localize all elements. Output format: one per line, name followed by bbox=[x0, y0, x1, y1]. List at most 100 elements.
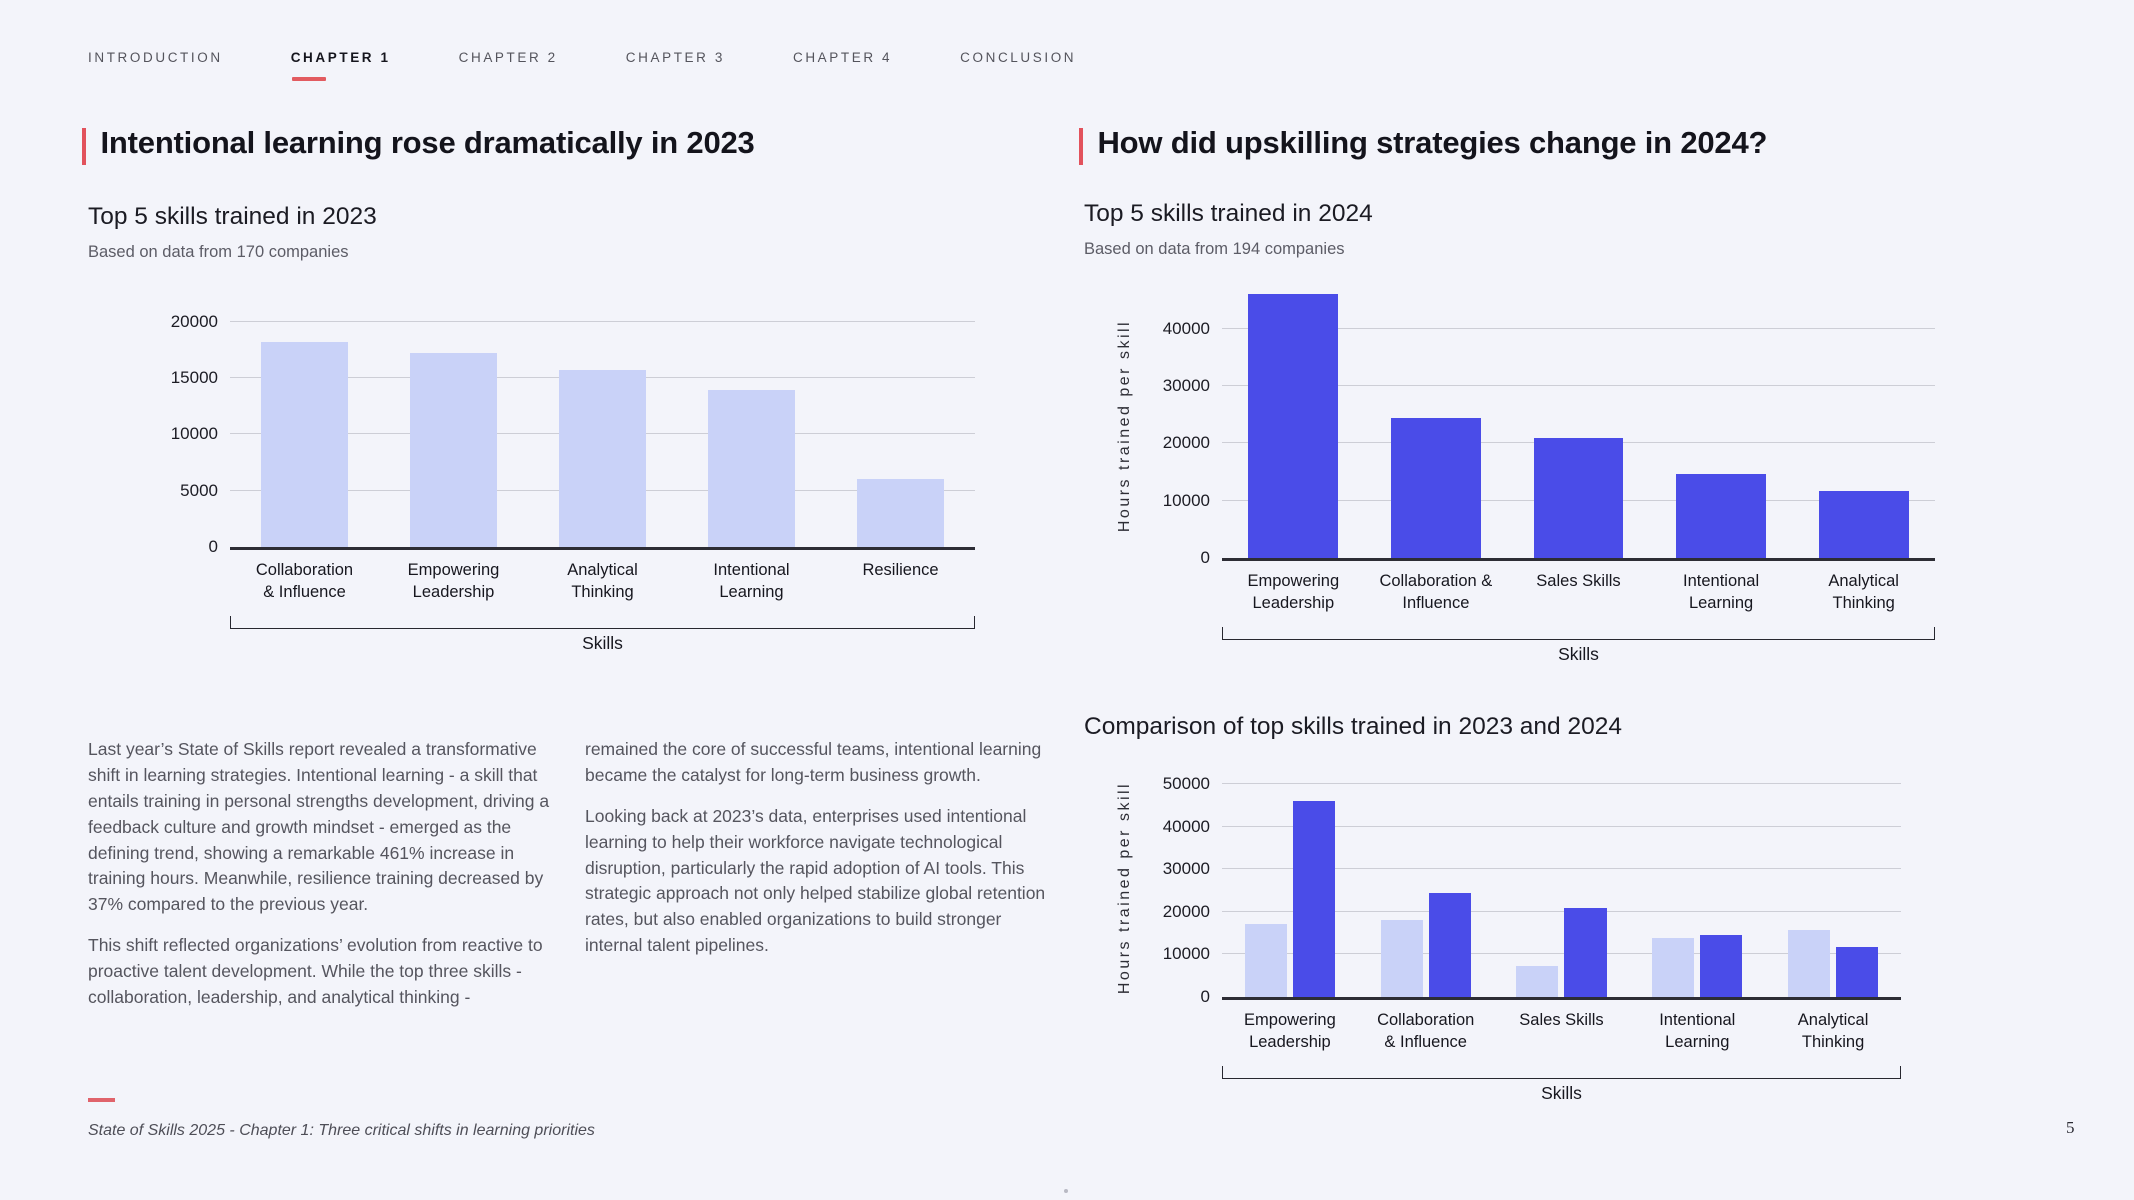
footer-source: State of Skills 2025 - Chapter 1: Three … bbox=[88, 1122, 595, 1139]
nav-item-chapter-2[interactable]: CHAPTER 2 bbox=[458, 50, 558, 65]
x-category-labels: Empowering Leadership Collaboration & Inf… bbox=[1222, 1010, 1901, 1054]
bar-2024-empowering-leadership bbox=[1292, 801, 1335, 997]
bar-group bbox=[1358, 778, 1494, 997]
red-accent-bar bbox=[1079, 128, 1083, 165]
bar-empowering-leadership bbox=[1248, 294, 1339, 558]
bar-2023-empowering-leadership bbox=[1244, 923, 1287, 997]
page-number: 5 bbox=[2066, 1118, 2075, 1137]
bar-group bbox=[1507, 293, 1650, 558]
bar-group bbox=[1765, 778, 1901, 997]
bar-2023-intentional-learning bbox=[1652, 937, 1695, 997]
x-category-label: Analytical Thinking bbox=[1797, 1011, 1869, 1051]
y-tick-label: 50000 bbox=[1162, 774, 1210, 794]
nav-item-chapter-4[interactable]: CHAPTER 4 bbox=[792, 50, 893, 65]
body-text-column-2: remained the core of successful teams, i… bbox=[585, 737, 1055, 974]
red-accent-bar bbox=[82, 128, 86, 165]
chapter-nav: INTRODUCTION CHAPTER 1 CHAPTER 2 CHAPTER… bbox=[88, 50, 1077, 81]
gridline bbox=[1222, 868, 1901, 870]
page-title-left: Intentional learning rose dramatically i… bbox=[100, 125, 755, 160]
x-category-labels: Empowering Leadership Collaboration & Inf… bbox=[1222, 571, 1935, 615]
bar-collaboration-influence bbox=[260, 342, 349, 547]
right-section-heading: How did upskilling strategies change in … bbox=[1079, 125, 2079, 165]
page-title-right: How did upskilling strategies change in … bbox=[1097, 125, 1768, 160]
nav-item-chapter-1[interactable]: CHAPTER 1 bbox=[291, 50, 391, 81]
bar-2024-analytical-thinking bbox=[1836, 947, 1879, 997]
x-category-labels: Collaboration & Influence Empowering Lead… bbox=[230, 560, 975, 604]
x-category-label: Analytical Thinking bbox=[1828, 572, 1899, 612]
bar-chart-2023: 0 5000 10000 15000 20000 Collaboration & Inf… bbox=[171, 312, 975, 654]
paragraph: Looking back at 2023’s data, enterprises… bbox=[585, 805, 1046, 956]
bar-2023-sales-skills bbox=[1516, 966, 1559, 997]
nav-item-introduction[interactable]: INTRODUCTION bbox=[88, 50, 223, 65]
chart-2023-caption: Based on data from 170 companies bbox=[88, 243, 349, 261]
nav-item-conclusion[interactable]: CONCLUSION bbox=[960, 50, 1077, 65]
bar-resilience bbox=[856, 479, 945, 547]
bar-group bbox=[1365, 293, 1508, 558]
y-axis-title: Hours trained per skill bbox=[1116, 319, 1133, 532]
x-category-label: Analytical Thinking bbox=[567, 561, 638, 601]
footer-red-dash bbox=[88, 1098, 115, 1102]
gridline bbox=[1222, 327, 1935, 329]
comparison-chart-title: Comparison of top skills trained in 2023… bbox=[1084, 713, 1622, 740]
bar-collaboration-influence bbox=[1390, 417, 1481, 558]
y-tick-label: 20000 bbox=[1162, 901, 1210, 921]
y-tick-label: 30000 bbox=[1162, 376, 1210, 396]
x-category-label: Collaboration & Influence bbox=[255, 561, 354, 601]
bar-group bbox=[1629, 778, 1765, 997]
bar-group bbox=[230, 315, 379, 547]
x-category-label: Sales Skills bbox=[1519, 1011, 1604, 1029]
grouped-bar-chart-comparison: Hours trained per skill 0 10000 20000 30000… bbox=[1116, 774, 1901, 1104]
plot-area: Hours trained per skill 0 10000 20000 30000… bbox=[1116, 774, 1901, 1006]
y-tick-label: 20000 bbox=[1162, 433, 1210, 453]
x-category-label: Collaboration & Influence bbox=[1377, 1011, 1475, 1051]
bar-2024-sales-skills bbox=[1564, 907, 1607, 997]
y-tick-label: 40000 bbox=[1162, 816, 1210, 836]
bar-group bbox=[528, 315, 677, 547]
bar-group bbox=[677, 315, 826, 547]
bar-2023-collaboration-influence bbox=[1380, 919, 1423, 997]
bar-sales-skills bbox=[1533, 437, 1624, 558]
plot-area: Hours trained per skill 0 10000 20000 30000… bbox=[1116, 293, 1935, 567]
bar-2024-intentional-learning bbox=[1700, 934, 1743, 997]
y-tick-label: 20000 bbox=[170, 311, 218, 331]
bar-group bbox=[826, 315, 975, 547]
x-axis-title: Skills bbox=[1541, 1082, 1582, 1103]
x-category-label: Empowering Leadership bbox=[1247, 572, 1340, 612]
pagination-dot bbox=[1064, 1189, 1068, 1193]
gridline bbox=[1222, 783, 1901, 785]
gridline bbox=[230, 320, 975, 322]
nav-item-chapter-3[interactable]: CHAPTER 3 bbox=[625, 50, 725, 65]
paragraph: remained the core of successful teams, i… bbox=[585, 739, 1042, 785]
bar-group bbox=[1792, 293, 1935, 558]
bar-group bbox=[1222, 778, 1358, 997]
x-axis-title: Skills bbox=[1558, 643, 1599, 664]
chart-2024-caption: Based on data from 194 companies bbox=[1084, 240, 1345, 258]
x-category-label: Intentional Learning bbox=[1683, 572, 1760, 612]
y-tick-label: 0 bbox=[1200, 987, 1210, 1006]
bar-chart-2024: Hours trained per skill 0 10000 20000 30000… bbox=[1116, 293, 1935, 665]
bar-intentional-learning bbox=[707, 390, 796, 547]
y-tick-label: 0 bbox=[1200, 548, 1210, 567]
bar-2023-analytical-thinking bbox=[1787, 930, 1831, 997]
gridline bbox=[1222, 910, 1901, 912]
paragraph: This shift reflected organizations’ evol… bbox=[88, 935, 543, 1008]
bar-group bbox=[1650, 293, 1793, 558]
bar-analytical-thinking bbox=[1818, 490, 1909, 558]
chart-2023-title: Top 5 skills trained in 2023 bbox=[88, 203, 377, 230]
y-tick-label: 10000 bbox=[1162, 490, 1210, 510]
gridline bbox=[1222, 385, 1935, 387]
y-tick-label: 10000 bbox=[1162, 944, 1210, 964]
gridline bbox=[1222, 825, 1901, 827]
y-tick-label: 30000 bbox=[1162, 859, 1210, 879]
bar-empowering-leadership bbox=[409, 353, 498, 547]
x-category-label: Intentional Learning bbox=[1659, 1011, 1736, 1051]
x-category-label: Collaboration & Influence bbox=[1379, 572, 1493, 612]
x-category-label: Sales Skills bbox=[1536, 572, 1621, 590]
x-category-label: Empowering Leadership bbox=[1244, 1011, 1336, 1051]
plot-area: 0 5000 10000 15000 20000 bbox=[171, 312, 975, 556]
x-axis-bracket bbox=[230, 615, 975, 629]
bar-group bbox=[379, 315, 528, 547]
y-tick-label: 40000 bbox=[1162, 318, 1210, 338]
bar-intentional-learning bbox=[1676, 473, 1766, 558]
